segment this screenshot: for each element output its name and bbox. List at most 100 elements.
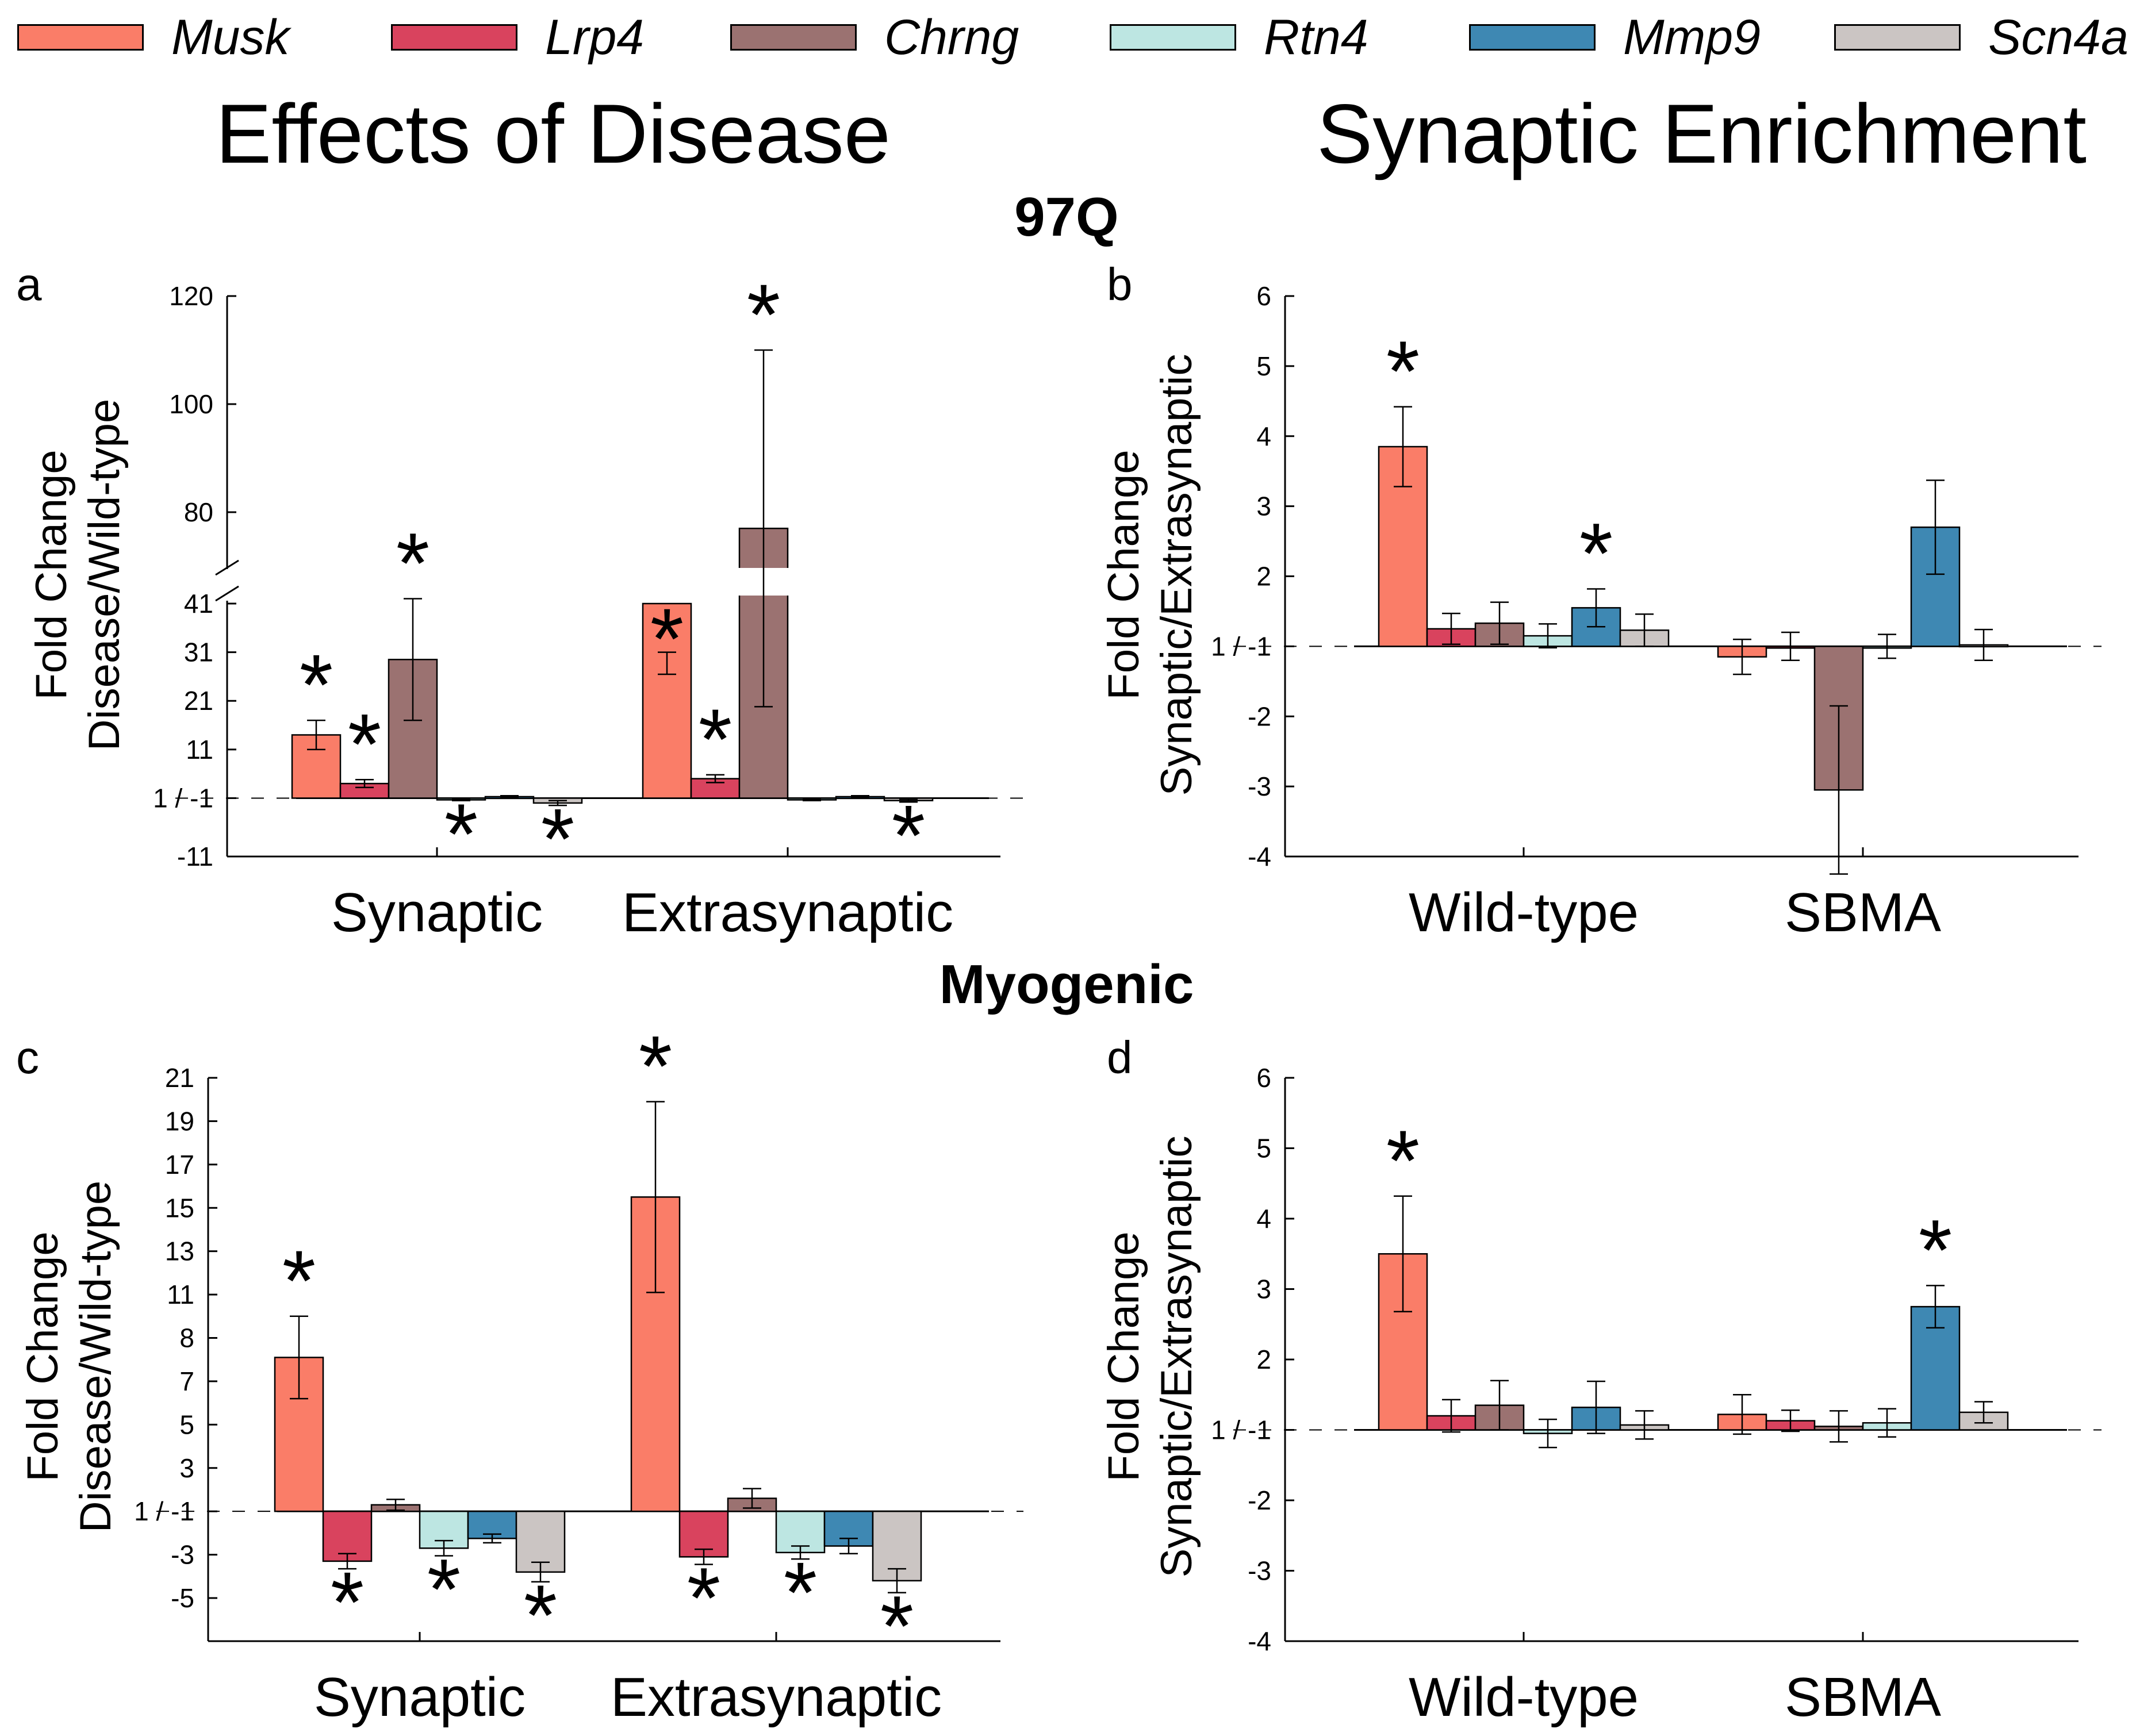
significance-star: *	[1919, 1201, 1952, 1298]
y-tick-label: -5	[171, 1583, 194, 1613]
legend-swatch	[1469, 24, 1596, 51]
significance-star: *	[331, 1554, 364, 1650]
category-label-extrasynaptic: Extrasynaptic	[622, 882, 953, 943]
significance-star: *	[639, 1017, 672, 1114]
y-axis-label-line: Fold Change	[18, 1231, 67, 1481]
bar-musk-extrasynaptic	[642, 602, 692, 799]
legend-label: Scn4a	[1988, 10, 2129, 65]
y-tick-label: -3	[1248, 1556, 1271, 1586]
significance-star: *	[747, 266, 780, 363]
legend: Musk Lrp4 Chrng Rtn4 Mmp9 Scn4a	[0, 0, 2136, 69]
legend-swatch	[17, 24, 144, 51]
significance-star: *	[1386, 1112, 1420, 1209]
significance-star: *	[880, 1578, 914, 1674]
bar-lrp4-synaptic	[322, 1510, 373, 1562]
legend-label: Lrp4	[545, 10, 645, 65]
significance-star: *	[427, 1541, 461, 1637]
y-tick-label: -4	[1248, 842, 1271, 871]
y-tick-label: 5	[1256, 1134, 1271, 1163]
legend-label: Chrng	[884, 10, 1019, 65]
y-tick-label: -2	[1248, 1485, 1271, 1515]
legend-swatch	[1110, 24, 1236, 51]
y-tick-label: 13	[165, 1236, 194, 1266]
y-tick-label: 3	[179, 1453, 194, 1483]
significance-star: *	[687, 1550, 720, 1646]
y-tick-label: 41	[184, 589, 213, 619]
bar-scn4a-extrasynaptic	[872, 1510, 922, 1582]
significance-star: *	[650, 590, 684, 687]
category-label-sbma: SBMA	[1785, 1666, 1941, 1728]
y-tick-label: 4	[1256, 421, 1271, 451]
significance-star: *	[282, 1232, 316, 1329]
y-tick-label: 6	[1256, 1063, 1271, 1093]
significance-star: *	[1386, 323, 1420, 420]
significance-star: *	[1579, 505, 1613, 601]
y-tick-label: -4	[1248, 1626, 1271, 1656]
panel-letter-a: a	[16, 259, 42, 310]
axis-break-gap	[219, 569, 235, 601]
heading-synaptic-enrichment: Synaptic Enrichment	[1317, 87, 2087, 180]
significance-star: *	[444, 786, 478, 882]
y-tick-label: 11	[186, 735, 213, 765]
y-tick-label: 11	[167, 1280, 194, 1309]
y-tick-label: 7	[179, 1366, 194, 1396]
y-tick-label: 5	[179, 1409, 194, 1439]
significance-star: *	[524, 1567, 557, 1664]
legend-swatch	[391, 24, 517, 51]
y-axis-label-line: Fold Change	[27, 450, 76, 700]
y-tick-label: 5	[1256, 351, 1271, 381]
significance-star: *	[699, 691, 732, 788]
panel-letter-d: d	[1107, 1032, 1133, 1083]
legend-label: Musk	[171, 10, 290, 65]
section-label-myogenic: Myogenic	[939, 954, 1194, 1015]
category-label-sbma: SBMA	[1785, 882, 1941, 943]
y-tick-label: 17	[165, 1150, 194, 1180]
significance-star: *	[784, 1544, 817, 1641]
y-tick-label: 31	[184, 637, 213, 667]
y-tick-label: 4	[1256, 1204, 1271, 1234]
y-axis-label-line: Disease/Wild-type	[80, 399, 129, 751]
significance-star: *	[541, 790, 574, 887]
y-tick-label: 3	[1256, 1274, 1271, 1304]
y-axis-label-line: Fold Change	[1099, 1231, 1148, 1481]
significance-star: *	[300, 636, 333, 733]
section-label-97q: 97Q	[1014, 186, 1119, 248]
significance-star: *	[396, 515, 429, 612]
legend-label: Rtn4	[1264, 10, 1368, 65]
category-label-synaptic: Synaptic	[331, 882, 543, 943]
y-tick-label: 19	[165, 1106, 194, 1136]
legend-swatch	[1834, 24, 1961, 51]
legend-label: Mmp9	[1623, 10, 1761, 65]
category-label-wild-type: Wild-type	[1409, 1666, 1639, 1728]
y-tick-label: -3	[1248, 771, 1271, 801]
y-tick-label: 100	[169, 389, 213, 419]
y-tick-label: 21	[165, 1063, 194, 1093]
y-axis-label-line: Synaptic/Extrasynaptic	[1152, 1136, 1201, 1578]
y-tick-label: 21	[184, 686, 213, 716]
y-tick-label: 80	[184, 497, 213, 527]
significance-star: *	[892, 787, 925, 884]
y-axis-label-line: Fold Change	[1099, 450, 1148, 700]
y-tick-label: 8	[179, 1323, 194, 1353]
y-tick-label: 120	[169, 281, 213, 311]
y-tick-label: -11	[177, 842, 213, 871]
y-tick-label: -3	[171, 1540, 194, 1570]
axis-break-mark	[215, 559, 239, 576]
panel-letter-c: c	[16, 1032, 39, 1083]
y-tick-label: 3	[1256, 491, 1271, 521]
category-label-wild-type: Wild-type	[1409, 882, 1639, 943]
category-label-extrasynaptic: Extrasynaptic	[611, 1666, 942, 1728]
legend-swatch	[730, 24, 857, 51]
significance-star: *	[348, 696, 381, 792]
y-tick-label: -2	[1248, 701, 1271, 731]
y-tick-label: 6	[1256, 281, 1271, 311]
category-label-synaptic: Synaptic	[314, 1666, 526, 1728]
y-axis-label-line: Synaptic/Extrasynaptic	[1152, 354, 1201, 796]
y-tick-label: 2	[1256, 1345, 1271, 1374]
y-axis-label-line: Disease/Wild-type	[71, 1181, 120, 1533]
y-tick-label: 15	[165, 1193, 194, 1223]
